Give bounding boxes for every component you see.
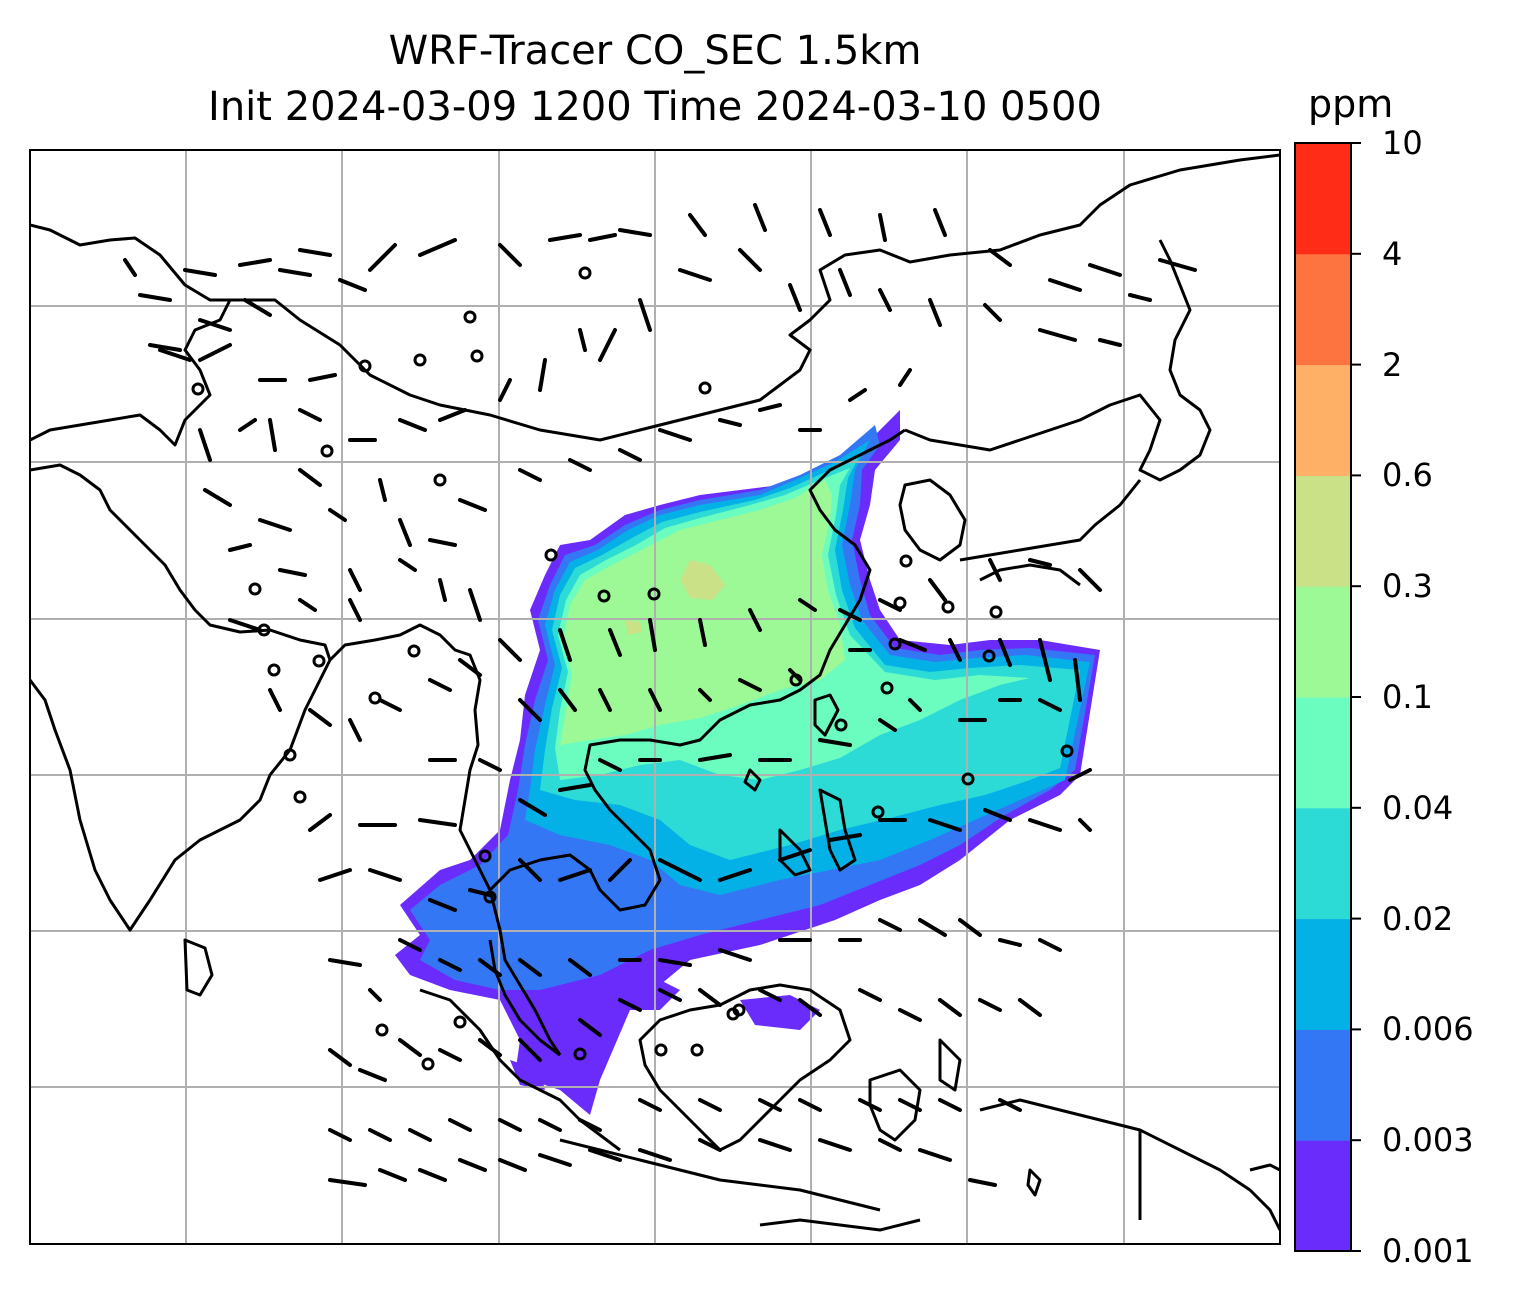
- colorbar-tick-label: 0.04: [1382, 788, 1454, 827]
- colorbar-tick-label: 0.001: [1382, 1232, 1474, 1270]
- calm-wind-markers: [191, 266, 1074, 1071]
- colorbar-tick-label: 0.006: [1382, 1010, 1474, 1049]
- coastlines: [30, 153, 1280, 1232]
- contour-0.001-south: [510, 975, 820, 1090]
- colorbar-tick-label: 0.003: [1382, 1121, 1474, 1160]
- colorbar-tick-label: 0.02: [1382, 899, 1454, 938]
- contour-0.1: [560, 480, 845, 745]
- contour-0.3: [625, 560, 725, 635]
- colorbar-tick-label: 0.3: [1382, 567, 1433, 606]
- colorbar: [1294, 142, 1361, 1252]
- colorbar-segment: [1295, 475, 1351, 587]
- colorbar-segment: [1295, 253, 1351, 366]
- map-gridlines: [30, 150, 1280, 1244]
- colorbar-tick-label: 4: [1382, 234, 1403, 273]
- colorbar-segment: [1295, 364, 1351, 476]
- wind-barbs: [123, 203, 1197, 1187]
- colorbar-segment: [1295, 697, 1351, 809]
- map-frame: [29, 149, 1281, 1245]
- colorbar-segment: [1295, 1029, 1351, 1141]
- map-title-line2: Init 2024-03-09 1200 Time 2024-03-10 050…: [208, 84, 1102, 130]
- colorbar-tick-label: 0.1: [1382, 678, 1433, 716]
- map-title-line1: WRF-Tracer CO_SEC 1.5km: [388, 28, 922, 74]
- colorbar-segment: [1295, 143, 1351, 255]
- map-plot-area: [30, 150, 1280, 1244]
- colorbar-unit-label: ppm: [1308, 82, 1394, 126]
- colorbar-segment: [1295, 1140, 1351, 1252]
- colorbar-segment: [1295, 918, 1351, 1030]
- colorbar-segment: [1295, 586, 1351, 698]
- colorbar-tick-label: 0.6: [1382, 456, 1433, 495]
- colorbar-tick-label: 10: [1382, 124, 1423, 162]
- colorbar-segment: [1295, 807, 1351, 920]
- colorbar-tick-label: 2: [1382, 345, 1403, 384]
